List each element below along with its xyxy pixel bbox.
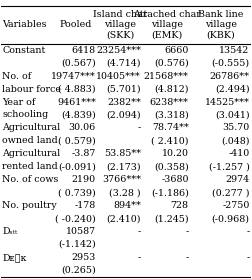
Text: 6238***: 6238*** [150,98,189,107]
Text: -3680: -3680 [161,175,189,184]
Text: (-1.257 ): (-1.257 ) [209,162,249,171]
Text: 894**: 894** [113,201,141,210]
Text: -178: -178 [75,201,96,210]
Text: 728: 728 [171,201,189,210]
Text: No. poultry: No. poultry [3,201,57,210]
Text: 19747***: 19747*** [51,72,96,81]
Text: Agricultural: Agricultural [3,123,61,133]
Text: -410: -410 [228,149,249,158]
Text: 53.85**: 53.85** [104,149,141,158]
Text: ( 2.410): ( 2.410) [151,136,189,145]
Text: Variables: Variables [3,20,47,30]
Text: (0.567): (0.567) [61,59,96,68]
Text: 2190: 2190 [72,175,96,184]
Text: 26786**: 26786** [210,72,249,81]
Text: (-0.555): (-0.555) [211,59,249,68]
Text: No. of cows: No. of cows [3,175,59,184]
Text: 2953: 2953 [72,253,96,262]
Text: (3.28 ): (3.28 ) [109,188,141,197]
Text: ( 0.739): ( 0.739) [58,188,96,197]
Text: -: - [185,253,189,262]
Text: schooling: schooling [3,110,49,119]
Text: (2.410): (2.410) [107,214,141,223]
Text: Constant: Constant [3,46,46,55]
Text: 35.70: 35.70 [222,123,249,133]
Text: 30.06: 30.06 [69,123,96,133]
Text: (-0.968): (-0.968) [211,214,249,223]
Text: ( 0.579): ( 0.579) [58,136,96,145]
Text: (4.839): (4.839) [61,110,96,119]
Text: (-1.142): (-1.142) [58,240,96,249]
Text: 2974: 2974 [226,175,249,184]
Text: 6418: 6418 [72,46,96,55]
Text: Bank line
village
(KBK): Bank line village (KBK) [198,10,244,40]
Text: (-0.091): (-0.091) [58,162,96,171]
Text: -: - [246,253,249,262]
Text: -: - [138,123,141,133]
Text: Island char
village
(SKK): Island char village (SKK) [93,10,147,40]
Text: labour force: labour force [3,85,61,93]
Text: 10587: 10587 [66,227,96,236]
Text: -: - [138,227,141,236]
Text: (3.041): (3.041) [215,110,249,119]
Text: -2750: -2750 [222,201,249,210]
Text: (5.701): (5.701) [106,85,141,93]
Text: -: - [246,227,249,236]
Text: (2.494): (2.494) [215,85,249,93]
Text: rented land: rented land [3,162,58,171]
Text: Attached char
village
(EMK): Attached char village (EMK) [133,10,201,40]
Text: 6660: 6660 [164,46,189,55]
Text: 2382**: 2382** [107,98,141,107]
Text: 13542: 13542 [219,46,249,55]
Text: (0.265): (0.265) [61,266,96,275]
Text: Pooled: Pooled [60,20,92,30]
Text: (0.358): (0.358) [154,162,189,171]
Text: Agricultural: Agricultural [3,149,61,158]
Text: 10.20: 10.20 [162,149,189,158]
Text: 9461***: 9461*** [57,98,96,107]
Text: (-1.186): (-1.186) [151,188,189,197]
Text: Dₛₜₜ: Dₛₜₜ [3,227,18,236]
Text: owned land: owned land [3,136,58,145]
Text: (4.714): (4.714) [107,59,141,68]
Text: -: - [185,227,189,236]
Text: (4.812): (4.812) [154,85,189,93]
Text: 14525***: 14525*** [205,98,249,107]
Text: (1.245): (1.245) [154,214,189,223]
Text: No. of: No. of [3,72,32,81]
Text: 21568***: 21568*** [144,72,189,81]
Text: 23254***: 23254*** [96,46,141,55]
Text: ( 4.883): ( 4.883) [58,85,96,93]
Text: (2.094): (2.094) [106,110,141,119]
Text: 78.74**: 78.74** [152,123,189,133]
Text: Year of: Year of [3,98,36,107]
Text: (3.318): (3.318) [154,110,189,119]
Text: -3.87: -3.87 [72,149,96,158]
Text: -: - [138,253,141,262]
Text: (2.173): (2.173) [106,162,141,171]
Text: (0.576): (0.576) [154,59,189,68]
Text: ( -0.240): ( -0.240) [55,214,96,223]
Text: (0.277 ): (0.277 ) [212,188,249,197]
Text: 3766***: 3766*** [102,175,141,184]
Text: 10405***: 10405*** [96,72,141,81]
Text: Dᴇ个ᴋ: Dᴇ个ᴋ [3,253,27,262]
Text: (.048): (.048) [221,136,249,145]
